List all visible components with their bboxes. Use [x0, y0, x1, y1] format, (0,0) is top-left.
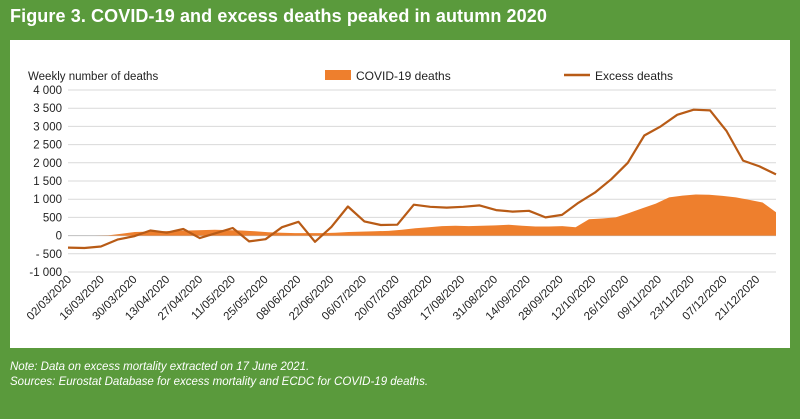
y-tick-label: 4 000: [33, 85, 62, 97]
legend: COVID-19 deaths Excess deaths: [325, 69, 673, 83]
y-tick-label: 1 500: [33, 176, 62, 188]
y-tick-label: -1 000: [29, 267, 62, 279]
figure-footer: Note: Data on excess mortality extracted…: [10, 360, 428, 390]
legend-excess-label: Excess deaths: [595, 69, 673, 83]
covid-area-series: [68, 194, 776, 236]
chart: Weekly number of deaths 4 000 3 500 3 000 2…: [25, 69, 777, 323]
y-tick-label: 0: [56, 231, 62, 243]
covid-area: [68, 194, 776, 236]
grid-lines: [68, 89, 776, 273]
footer-note: Note: Data on excess mortality extracted…: [10, 361, 310, 373]
figure-title: Figure 3. COVID-19 and excess deaths pea…: [10, 6, 547, 26]
y-tick-label: - 500: [36, 249, 62, 261]
x-tick-labels: 02/03/202016/03/202030/03/202013/04/2020…: [25, 274, 763, 323]
y-axis-title: Weekly number of deaths: [28, 71, 158, 83]
legend-covid-swatch: [325, 70, 351, 80]
y-tick-label: 2 500: [33, 140, 62, 152]
chart-panel: [10, 40, 790, 348]
y-tick-labels: 4 000 3 500 3 000 2 500 2 000 1 500 1 000 500 0 -…: [29, 85, 62, 279]
legend-covid-label: COVID-19 deaths: [356, 69, 451, 83]
y-tick-label: 3 500: [33, 103, 62, 115]
y-tick-label: 1 000: [33, 194, 62, 206]
y-tick-label: 3 000: [33, 121, 62, 133]
y-tick-label: 500: [43, 212, 62, 224]
excess-deaths-line: [67, 108, 777, 250]
footer-sources: Sources: Eurostat Database for excess mo…: [10, 376, 429, 388]
y-tick-label: 2 000: [33, 158, 62, 170]
excess-line-series: [67, 108, 777, 250]
